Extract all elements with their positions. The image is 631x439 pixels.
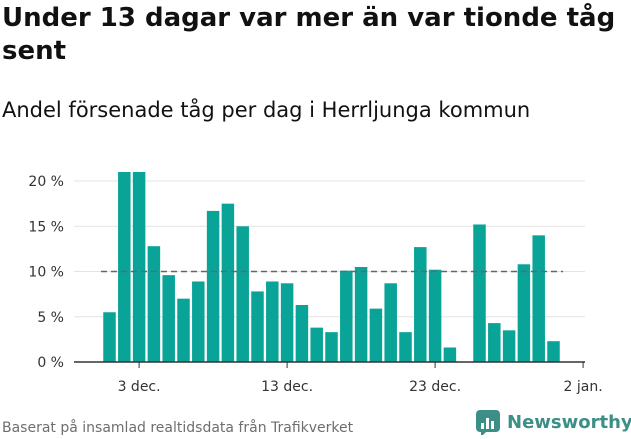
y-axis-ticks: 0 % 5 % 10 % 15 % 20 % xyxy=(28,174,64,371)
x-tick-label: 3 dec. xyxy=(118,379,161,395)
x-tick-label: 2 jan. xyxy=(564,379,603,395)
bar xyxy=(473,224,486,362)
y-tick-label: 15 % xyxy=(28,219,64,235)
y-tick-label: 10 % xyxy=(28,265,64,281)
bar xyxy=(502,330,516,362)
bar xyxy=(236,226,249,362)
bar-chart: 0 % 5 % 10 % 15 % 20 % 3 dec. 13 dec. 23 dec. 2… xyxy=(28,172,603,395)
brand-logo: Newsworthy xyxy=(475,407,631,437)
y-tick-label: 0 % xyxy=(37,355,64,371)
x-tick-label: 23 dec. xyxy=(409,379,461,395)
bar xyxy=(547,341,560,362)
bar xyxy=(325,332,338,362)
bar xyxy=(488,323,501,362)
bar xyxy=(384,283,397,362)
bar xyxy=(428,269,442,362)
brand-name: Newsworthy xyxy=(507,411,631,433)
bar xyxy=(369,308,383,362)
y-tick-label: 20 % xyxy=(28,174,64,190)
x-axis-ticks: 3 dec. 13 dec. 23 dec. 2 jan. xyxy=(118,362,603,395)
bars xyxy=(103,172,560,362)
chart-subtitle: Andel försenade tåg per dag i Herrljunga… xyxy=(2,98,531,122)
x-tick-label: 13 dec. xyxy=(261,379,313,395)
bar xyxy=(280,283,294,362)
bar xyxy=(251,291,264,362)
bar xyxy=(177,298,190,362)
bar xyxy=(221,203,235,362)
source-note: Baserat på insamlad realtidsdata från Tr… xyxy=(2,420,354,436)
bar xyxy=(162,275,175,362)
bar xyxy=(192,281,205,362)
bar xyxy=(103,312,116,362)
newsworthy-logo-icon xyxy=(476,410,500,435)
bar xyxy=(206,210,220,362)
bar xyxy=(532,235,545,362)
bar xyxy=(266,281,279,362)
bar xyxy=(414,247,427,362)
bar xyxy=(295,305,309,362)
bar xyxy=(443,347,457,362)
bar xyxy=(118,172,131,362)
bar xyxy=(354,267,368,362)
chart-title: Under 13 dagar var mer än var tionde tåg… xyxy=(2,3,616,66)
bar xyxy=(399,332,412,362)
y-tick-label: 5 % xyxy=(37,310,64,326)
bar xyxy=(147,246,161,362)
bar xyxy=(517,264,531,362)
bar xyxy=(340,270,353,362)
bar xyxy=(132,172,146,362)
bar xyxy=(310,327,323,362)
